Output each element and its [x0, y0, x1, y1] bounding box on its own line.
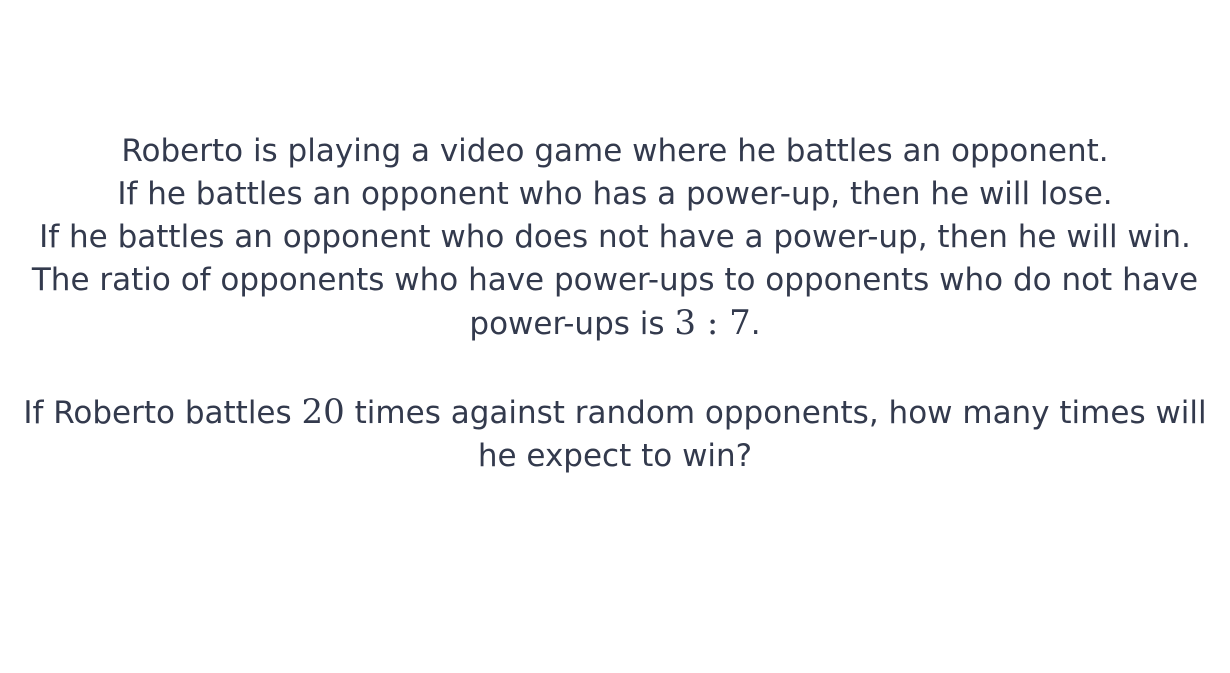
ratio-value: 3 : 7	[674, 303, 751, 343]
statement-line-1: Roberto is playing a video game where he…	[121, 133, 1109, 169]
question-end: times against random opponents, how many…	[354, 395, 1207, 474]
problem-text: Roberto is playing a video game where he…	[20, 130, 1210, 478]
ratio-statement-period: .	[750, 306, 761, 342]
paragraph-spacer	[20, 346, 1210, 391]
question-start: If Roberto battles	[23, 395, 292, 431]
ratio-statement: The ratio of opponents who have power-up…	[20, 259, 1210, 346]
battles-count: 20	[301, 392, 345, 432]
question: If Roberto battles 20 times against rand…	[20, 391, 1210, 478]
statement-line-3: If he battles an opponent who does not h…	[39, 219, 1191, 255]
statement-line-2: If he battles an opponent who has a powe…	[117, 176, 1113, 212]
ratio-statement-text: The ratio of opponents who have power-up…	[31, 262, 1199, 342]
